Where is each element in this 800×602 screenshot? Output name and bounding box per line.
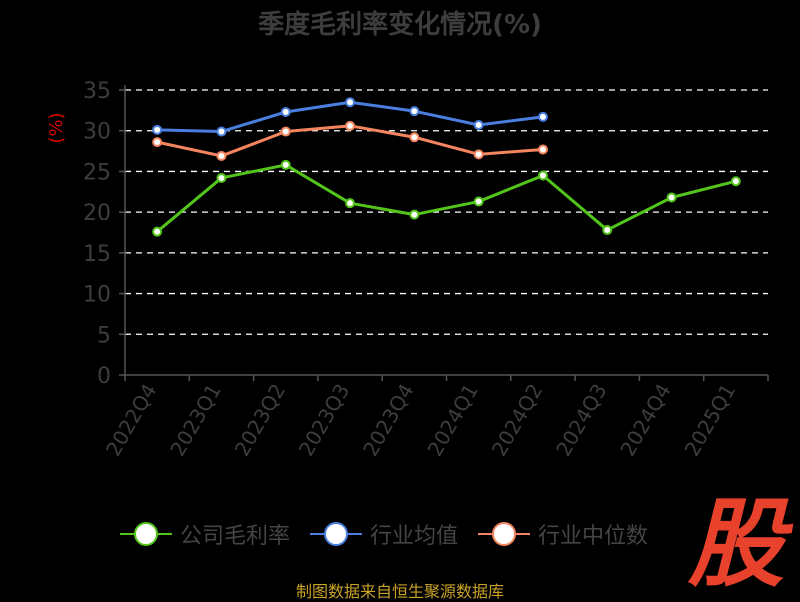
legend-item-industry-median[interactable]: 行业中位数	[478, 518, 648, 550]
legend-label: 行业中位数	[538, 524, 649, 549]
data-point	[537, 170, 548, 181]
x-tick-label: 2024Q4	[615, 380, 675, 461]
data-point	[409, 209, 420, 220]
data-point	[280, 106, 291, 117]
y-tick-label: 25	[83, 160, 111, 185]
series-layer	[152, 97, 741, 237]
legend-label: 行业均值	[370, 524, 459, 549]
y-tick-label: 15	[83, 242, 111, 267]
y-tick-label: 30	[83, 120, 111, 145]
x-tick-label: 2023Q2	[230, 380, 290, 461]
legend-line-marker-icon	[310, 522, 363, 546]
legend-label: 公司毛利率	[180, 524, 291, 549]
x-tick-label: 2023Q1	[165, 380, 225, 461]
data-point	[216, 172, 227, 183]
data-point	[409, 106, 420, 117]
series-line	[156, 163, 737, 233]
data-point	[152, 124, 163, 135]
data-point	[280, 126, 291, 137]
data-point	[152, 137, 163, 148]
data-point	[730, 176, 741, 187]
x-tick-label: 2022Q4	[101, 380, 161, 461]
data-point	[409, 132, 420, 143]
chart-title: 季度毛利率变化情况(%)	[258, 10, 542, 40]
y-tick-label: 5	[97, 323, 111, 348]
data-point	[473, 196, 484, 207]
x-tick-label: 2025Q1	[680, 380, 740, 461]
legend-line-marker-icon	[120, 522, 172, 546]
data-point	[216, 150, 227, 161]
data-point	[345, 120, 356, 131]
y-tick-label: 20	[83, 201, 111, 226]
data-point	[216, 126, 227, 137]
x-tick-label: 2024Q3	[551, 380, 611, 461]
y-tick-label: 10	[83, 283, 111, 308]
x-tick-label: 2024Q1	[423, 380, 483, 461]
grid-layer	[125, 89, 768, 335]
data-point	[473, 149, 484, 160]
y-tick-label: 35	[83, 79, 111, 104]
legend-item-company[interactable]: 公司毛利率	[120, 518, 290, 550]
y-axis-label: (%)	[46, 112, 67, 143]
source-note: 制图数据来自恒生聚源数据库	[295, 582, 504, 601]
data-point	[280, 159, 291, 170]
data-point	[152, 226, 163, 237]
data-point	[345, 97, 356, 108]
x-tick-label: 2024Q2	[487, 380, 547, 461]
data-point	[602, 225, 613, 236]
data-point	[473, 120, 484, 131]
data-point	[537, 144, 548, 155]
data-point	[345, 198, 356, 209]
x-tick-label: 2023Q3	[294, 380, 354, 461]
legend: 公司毛利率 行业均值 行业中位数	[120, 518, 668, 550]
brand-logo: 股	[688, 488, 784, 600]
y-tick-label: 0	[97, 364, 111, 389]
legend-item-industry-mean[interactable]: 行业均值	[310, 518, 458, 550]
data-point	[666, 192, 677, 203]
legend-line-marker-icon	[478, 522, 531, 546]
x-tick-label: 2023Q4	[358, 380, 418, 461]
data-point	[537, 111, 548, 122]
